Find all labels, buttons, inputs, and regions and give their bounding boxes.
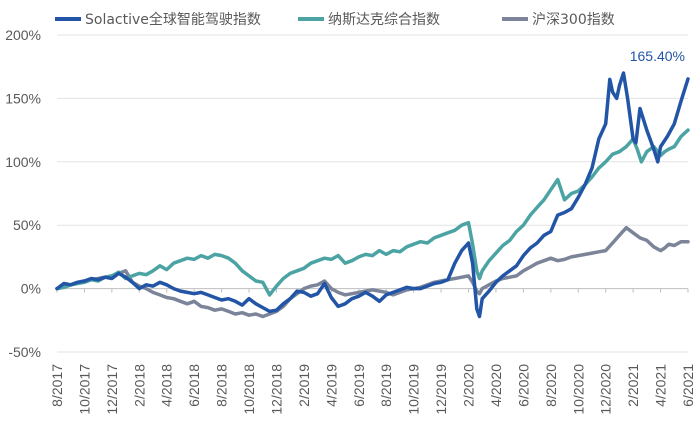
- x-tick-label: 4/2020: [488, 364, 504, 407]
- x-tick-label: 2/2019: [296, 364, 312, 407]
- gridlines: [57, 34, 688, 353]
- x-tick-label: 6/2018: [186, 364, 202, 407]
- x-tick-label: 10/2019: [406, 364, 422, 415]
- x-tick-label: 10/2020: [570, 364, 586, 415]
- x-tick-label: 8/2017: [49, 364, 65, 407]
- x-tick-label: 10/2018: [241, 364, 257, 415]
- x-tick-label: 12/2019: [433, 364, 449, 415]
- x-tick-label: 4/2021: [653, 364, 669, 407]
- x-tick-label: 4/2018: [159, 364, 175, 407]
- x-tick-label: 8/2020: [543, 364, 559, 407]
- x-axis: 8/2017 10/2017 12/2017 2/2018 4/2018 6/2018 8/…: [49, 288, 696, 415]
- x-tick-label: 2/2021: [625, 364, 641, 407]
- series-lines: [55, 71, 690, 319]
- y-tick-label: 50%: [13, 217, 41, 233]
- y-axis: 200% 150% 100% 50% 0% -50%: [5, 27, 41, 360]
- y-tick-label: 0%: [21, 281, 41, 297]
- legend: Solactive全球智能驾驶指数 纳斯达克综合指数 沪深300指数: [55, 11, 615, 28]
- series-line-2: [55, 225, 690, 319]
- x-tick-label: 12/2020: [598, 364, 614, 415]
- y-tick-label: 150%: [5, 90, 41, 106]
- x-tick-label: 2/2020: [461, 364, 477, 407]
- x-tick-label: 4/2019: [323, 364, 339, 407]
- series-line-1: [55, 128, 690, 297]
- x-tick-label: 2/2018: [131, 364, 147, 407]
- x-tick-label: 6/2021: [680, 364, 696, 407]
- annotation-label: 165.40%: [630, 48, 685, 64]
- series-line-0: [55, 71, 690, 319]
- x-tick-label: 12/2018: [268, 364, 284, 415]
- y-tick-label: -50%: [8, 344, 41, 360]
- legend-label: 沪深300指数: [532, 12, 615, 28]
- legend-label: 纳斯达克综合指数: [328, 12, 440, 28]
- x-tick-label: 12/2017: [104, 364, 120, 415]
- y-tick-label: 100%: [5, 154, 41, 170]
- y-tick-label: 200%: [5, 27, 41, 43]
- x-tick-label: 8/2018: [214, 364, 230, 407]
- x-tick-label: 6/2019: [351, 364, 367, 407]
- x-tick-label: 6/2020: [515, 364, 531, 407]
- legend-label: Solactive全球智能驾驶指数: [85, 11, 261, 28]
- x-tick-label: 10/2017: [76, 364, 92, 415]
- x-tick-label: 8/2019: [378, 364, 394, 407]
